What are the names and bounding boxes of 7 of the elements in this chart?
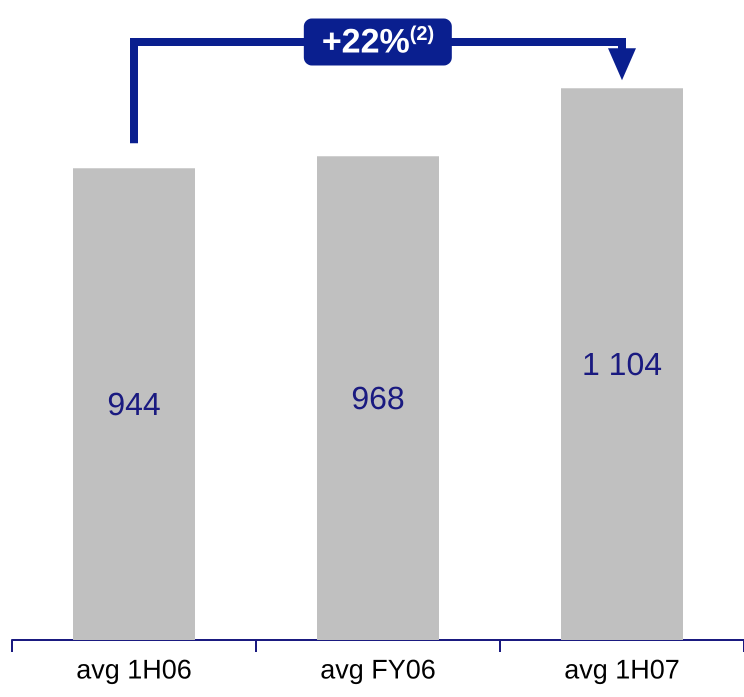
data-label: 944 (107, 386, 161, 422)
data-label: 1 104 (582, 346, 662, 382)
x-tick-label: avg 1H07 (564, 654, 680, 684)
x-tick-label: avg 1H06 (76, 654, 192, 684)
x-tick-label: avg FY06 (320, 654, 436, 684)
data-label: 968 (351, 380, 405, 416)
text: +22%$^{(2)}$ (304, 18, 452, 66)
